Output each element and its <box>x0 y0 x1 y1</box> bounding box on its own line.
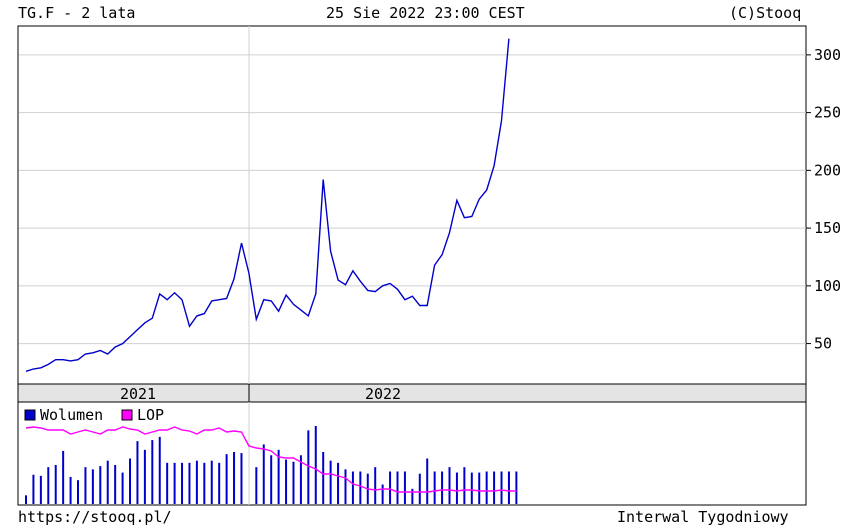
x-tick-label: 2022 <box>365 385 401 403</box>
y-tick-label: 50 <box>814 335 832 353</box>
y-tick-label: 100 <box>814 277 841 295</box>
volume-panel <box>17 401 807 506</box>
y-tick-label: 300 <box>814 46 841 64</box>
y-tick-label: 200 <box>814 161 841 179</box>
price-line <box>25 38 510 372</box>
legend-swatch-wolumen <box>24 409 36 421</box>
lop-line <box>25 426 517 493</box>
price-panel <box>17 25 807 385</box>
copyright-label: (C)Stooq <box>729 4 802 22</box>
chart-date: 25 Sie 2022 23:00 CEST <box>326 4 525 22</box>
legend-label-lop: LOP <box>137 406 164 424</box>
legend-swatch-lop <box>121 409 133 421</box>
x-tick-label: 2021 <box>120 385 156 403</box>
interval-label: Interwal Tygodniowy <box>617 508 789 526</box>
legend-label-wolumen: Wolumen <box>40 406 103 424</box>
chart-title: TG.F - 2 lata <box>18 4 136 22</box>
y-tick-label: 250 <box>814 104 841 122</box>
source-link[interactable]: https://stooq.pl/ <box>18 508 172 526</box>
y-tick-label: 150 <box>814 219 841 237</box>
